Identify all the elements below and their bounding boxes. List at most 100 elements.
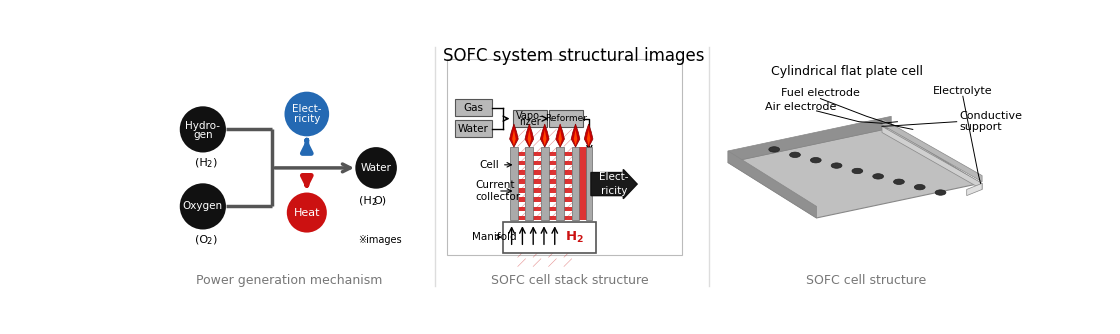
Bar (533, 161, 541, 165)
FancyArrow shape (591, 169, 637, 199)
Bar (549, 165, 557, 170)
Polygon shape (543, 130, 547, 146)
Polygon shape (525, 124, 533, 147)
Bar (549, 156, 557, 161)
Bar (517, 175, 525, 179)
Text: Conductive
support: Conductive support (959, 111, 1021, 133)
Text: Hydro-: Hydro- (186, 121, 221, 131)
Ellipse shape (790, 152, 801, 158)
Ellipse shape (935, 190, 946, 195)
Bar (549, 152, 557, 156)
Polygon shape (528, 130, 531, 146)
Bar (533, 147, 541, 152)
Text: SOFC cell structure: SOFC cell structure (806, 274, 926, 287)
Bar (564, 184, 571, 188)
Bar (513, 110, 547, 127)
Text: ): ) (212, 234, 216, 244)
Circle shape (179, 106, 226, 153)
Text: Elect-: Elect- (292, 105, 321, 114)
Bar (549, 188, 557, 193)
Bar (564, 175, 571, 179)
Polygon shape (967, 183, 982, 196)
Bar (533, 206, 541, 211)
Bar (586, 147, 591, 220)
Polygon shape (559, 130, 562, 146)
Circle shape (355, 147, 396, 189)
Circle shape (179, 183, 226, 229)
Text: O): O) (373, 195, 386, 205)
Text: Oxygen: Oxygen (183, 201, 223, 211)
Bar (533, 202, 541, 206)
Text: ): ) (212, 158, 216, 168)
Text: Cylindrical flat plate cell: Cylindrical flat plate cell (772, 65, 923, 78)
Bar (533, 216, 541, 220)
Bar (564, 202, 571, 206)
Bar (533, 211, 541, 216)
Bar (517, 216, 525, 220)
Bar (564, 165, 571, 170)
Bar (564, 193, 571, 197)
Bar (541, 147, 549, 220)
Ellipse shape (811, 158, 821, 163)
Bar (549, 110, 584, 127)
Text: Water: Water (458, 124, 488, 134)
Bar (564, 161, 571, 165)
Bar (517, 206, 525, 211)
Bar (549, 202, 557, 206)
Bar (557, 147, 564, 220)
Text: Fuel electrode: Fuel electrode (781, 88, 860, 98)
Ellipse shape (831, 163, 842, 168)
Bar (564, 211, 571, 216)
Text: 2: 2 (206, 160, 212, 169)
Ellipse shape (914, 184, 925, 190)
Text: Manifold: Manifold (473, 232, 517, 242)
Bar (503, 222, 596, 253)
Bar (517, 202, 525, 206)
Text: Elect-
ricity: Elect- ricity (599, 172, 628, 196)
Text: Electrolyte: Electrolyte (933, 86, 992, 96)
Text: (H: (H (358, 195, 372, 205)
Bar (533, 170, 541, 175)
Bar (533, 152, 541, 156)
Bar (564, 156, 571, 161)
Text: ricity: ricity (293, 114, 320, 124)
Bar (549, 184, 557, 188)
Polygon shape (883, 126, 982, 189)
Polygon shape (585, 124, 592, 147)
Bar (549, 179, 557, 184)
Bar (517, 193, 525, 197)
Bar (517, 165, 525, 170)
Bar (549, 161, 557, 165)
Bar (549, 193, 557, 197)
Bar (564, 188, 571, 193)
Bar (533, 179, 541, 184)
Text: 2: 2 (371, 198, 376, 207)
Text: (H: (H (195, 158, 207, 168)
Text: Water: Water (361, 163, 392, 173)
Text: (O: (O (195, 234, 208, 244)
Polygon shape (541, 124, 549, 147)
Bar (564, 197, 571, 202)
Bar (564, 206, 571, 211)
Polygon shape (556, 124, 564, 147)
Bar (533, 193, 541, 197)
Bar (525, 147, 533, 220)
Bar (517, 188, 525, 193)
Bar (564, 170, 571, 175)
Bar (517, 184, 525, 188)
Bar (455, 120, 492, 137)
Bar (517, 211, 525, 216)
Polygon shape (510, 124, 519, 147)
Ellipse shape (894, 179, 904, 184)
Bar (447, 58, 682, 255)
Bar (517, 152, 525, 156)
Text: Gas: Gas (464, 103, 483, 113)
Bar (517, 170, 525, 175)
Text: Vapo-: Vapo- (516, 111, 544, 121)
Text: gen: gen (193, 130, 213, 140)
Polygon shape (728, 128, 981, 218)
Bar (549, 206, 557, 211)
Circle shape (287, 192, 327, 232)
Text: Cell: Cell (479, 160, 512, 170)
Bar (564, 179, 571, 184)
